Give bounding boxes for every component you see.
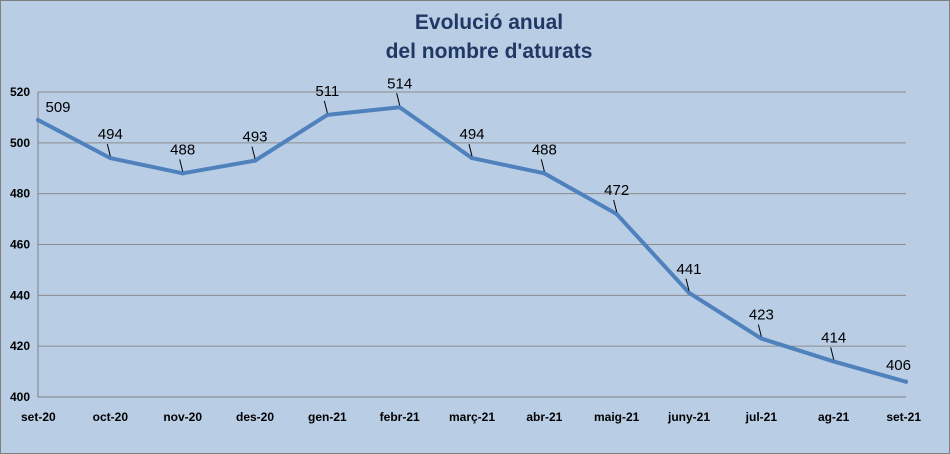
data-label-leader: [468, 143, 473, 157]
chart-title: Evolució anual del nombre d'aturats: [386, 11, 593, 63]
data-point: [831, 359, 836, 364]
data-label-leader: [179, 159, 184, 172]
data-label: 472: [604, 182, 629, 199]
x-tick-label: jul-21: [745, 410, 778, 424]
data-point: [36, 117, 40, 122]
data-label-leader: [251, 146, 256, 159]
data-label: 514: [387, 75, 412, 92]
data-point: [542, 171, 547, 176]
y-tick-label: 420: [10, 339, 30, 353]
data-label: 406: [886, 357, 911, 374]
data-point: [470, 156, 474, 161]
data-point: [759, 336, 764, 341]
data-point: [904, 379, 908, 384]
data-point: [614, 212, 619, 216]
data-label: 423: [749, 307, 774, 324]
data-label: 414: [821, 329, 846, 346]
data-label-leader: [830, 347, 835, 360]
data-point: [108, 156, 113, 161]
x-tick-label: abr-21: [526, 410, 562, 424]
y-tick-label: 520: [10, 85, 30, 99]
data-label-leader: [613, 199, 618, 213]
grid-lines: [37, 91, 906, 398]
y-tick-label: 440: [10, 288, 30, 302]
x-tick-label: maig-21: [594, 410, 640, 424]
chart-title-line-2: del nombre d'aturats: [386, 40, 593, 63]
data-label: 494: [459, 126, 484, 143]
data-label-leader: [396, 93, 401, 106]
data-label-leader: [323, 100, 328, 113]
x-tick-label: nov-20: [163, 410, 202, 424]
data-label-leader: [757, 324, 762, 337]
data-point: [325, 112, 330, 117]
x-tick-label: set-21: [886, 410, 921, 424]
data-label-leader: [540, 159, 545, 172]
x-tick-label: ag-21: [818, 410, 850, 424]
x-axis-ticks: set-20 oct-20 nov-20 des-20 gen-21 febr-21 mar…: [21, 410, 921, 424]
y-tick-label: 480: [10, 187, 30, 201]
data-point: [397, 105, 402, 110]
data-point: [687, 290, 691, 295]
data-point: [180, 171, 185, 176]
x-tick-label: febr-21: [380, 410, 420, 424]
data-point: [253, 158, 257, 163]
data-label: 511: [315, 83, 339, 100]
x-tick-label: set-20: [21, 410, 56, 424]
y-tick-label: 500: [10, 136, 30, 150]
x-tick-label: gen-21: [308, 410, 347, 424]
chart-title-line-1: Evolució anual: [415, 11, 563, 34]
data-label: 493: [242, 129, 267, 146]
y-axis-ticks: 400 420 440 460 480 500 520: [10, 85, 30, 404]
x-tick-label: juny-21: [667, 410, 710, 424]
series: [36, 105, 908, 384]
data-label-leader: [685, 278, 690, 291]
x-tick-label: des-20: [236, 410, 274, 424]
data-label-leader: [106, 143, 111, 157]
data-label: 494: [98, 126, 123, 143]
y-tick-label: 460: [10, 238, 30, 252]
data-label: 441: [676, 261, 701, 278]
data-label: 509: [45, 99, 70, 116]
data-labels: 509 494 488 493 511 514 494 488 472 441 423 414 406: [45, 75, 911, 374]
data-label: 488: [532, 141, 557, 158]
x-tick-label: març-21: [449, 410, 495, 424]
x-tick-label: oct-20: [93, 410, 129, 424]
y-tick-label: 400: [10, 390, 30, 404]
data-label: 488: [170, 141, 195, 158]
